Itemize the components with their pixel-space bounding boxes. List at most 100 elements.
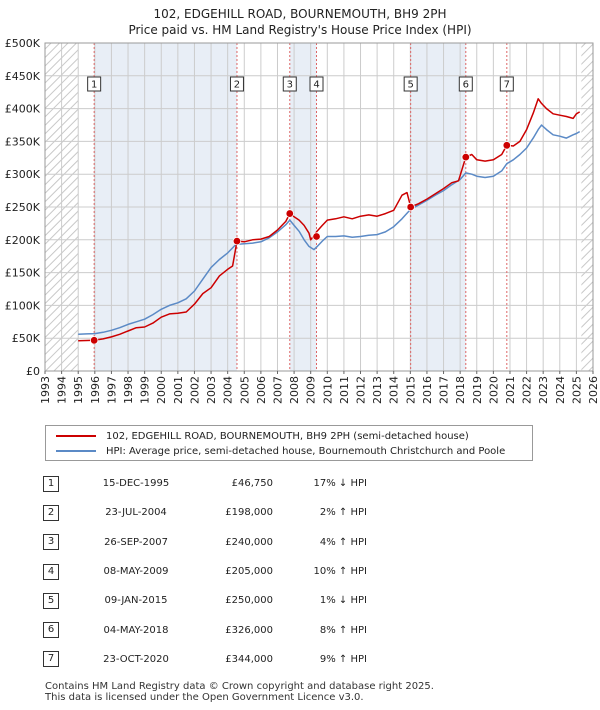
y-tick-label: £50K xyxy=(12,332,41,345)
sale-price: £198,000 xyxy=(225,507,273,519)
y-tick-label: £300K xyxy=(5,168,41,181)
sale-price-cell: £205,000 xyxy=(191,557,273,586)
sale-box-label-3: 3 xyxy=(287,80,293,91)
sale-number: 1 xyxy=(43,475,59,492)
sale-box-label-4: 4 xyxy=(313,80,319,91)
sale-hpi-diff: 1% ↓ HPI xyxy=(319,595,367,607)
y-tick-label: £350K xyxy=(5,135,41,148)
y-tick-label: £250K xyxy=(5,201,41,214)
sale-date-cell: 04-MAY-2018 xyxy=(81,615,191,644)
sale-hpi-diff: 2% ↑ HPI xyxy=(319,507,367,519)
sale-hpi-diff-cell: 17% ↓ HPI xyxy=(273,469,367,498)
plot-frame xyxy=(44,42,594,372)
x-tick-label: 2025 xyxy=(570,376,583,404)
sale-price: £344,000 xyxy=(225,653,273,665)
x-tick-label: 2015 xyxy=(404,376,417,404)
y-tick-label: £100K xyxy=(5,299,41,312)
sale-price: £46,750 xyxy=(231,478,273,490)
sale-hpi-diff-cell: 8% ↑ HPI xyxy=(273,615,367,644)
legend-item-property: 102, EDGEHILL ROAD, BOURNEMOUTH, BH9 2PH… xyxy=(56,429,469,443)
sale-point-5 xyxy=(406,202,415,212)
title-line-2: Price paid vs. HM Land Registry's House … xyxy=(128,23,472,37)
y-tick-label: £400K xyxy=(5,103,41,116)
sale-date-cell: 23-JUL-2004 xyxy=(81,498,191,527)
sale-date: 04-MAY-2018 xyxy=(103,624,169,636)
sale-hpi-diff-cell: 4% ↑ HPI xyxy=(273,528,367,557)
sale-date-cell: 15-DEC-1995 xyxy=(81,469,191,498)
sale-row-3: 3 26-SEP-2007 £240,000 4% ↑ HPI xyxy=(43,528,367,557)
sale-box-label-6: 6 xyxy=(463,80,469,91)
sale-date: 23-JUL-2004 xyxy=(105,507,167,519)
sale-price-cell: £198,000 xyxy=(191,498,273,527)
sale-row-6: 6 04-MAY-2018 £326,000 8% ↑ HPI xyxy=(43,615,367,644)
sale-box-label-5: 5 xyxy=(407,80,413,91)
x-tick-label: 2019 xyxy=(471,376,484,404)
x-tick-label: 2008 xyxy=(288,376,301,404)
sale-number-cell: 5 xyxy=(43,586,81,615)
sale-price: £205,000 xyxy=(225,566,273,578)
hpi-line xyxy=(78,124,581,336)
sale-price: £326,000 xyxy=(225,624,273,636)
sale-hpi-diff: 8% ↑ HPI xyxy=(319,624,367,636)
x-tick-label: 2011 xyxy=(338,376,351,404)
chart-title: 102, EDGEHILL ROAD, BOURNEMOUTH, BH9 2PH… xyxy=(0,6,600,38)
sale-box-4 xyxy=(309,76,324,92)
sale-date: 09-JAN-2015 xyxy=(104,595,168,607)
sale-hpi-diff: 4% ↑ HPI xyxy=(319,536,367,548)
sale-number-cell: 7 xyxy=(43,645,81,674)
sale-hpi-diff-cell: 10% ↑ HPI xyxy=(273,557,367,586)
y-tick-label: £500K xyxy=(5,37,41,50)
sale-number-cell: 1 xyxy=(43,469,81,498)
sale-number-cell: 2 xyxy=(43,498,81,527)
sale-date-cell: 23-OCT-2020 xyxy=(81,645,191,674)
legend-item-hpi: HPI: Average price, semi-detached house,… xyxy=(56,444,505,458)
x-tick-label: 2026 xyxy=(587,376,600,404)
footer: Contains HM Land Registry data © Crown c… xyxy=(45,681,434,703)
sale-date-cell: 08-MAY-2009 xyxy=(81,557,191,586)
sale-price-cell: £240,000 xyxy=(191,528,273,557)
x-tick-label: 1999 xyxy=(139,376,152,404)
legend-label-property: 102, EDGEHILL ROAD, BOURNEMOUTH, BH9 2PH… xyxy=(106,430,469,442)
sale-box-6 xyxy=(458,76,473,92)
legend-label-hpi: HPI: Average price, semi-detached house,… xyxy=(106,445,506,457)
y-tick-label: £200K xyxy=(5,234,41,247)
sale-row-1: 1 15-DEC-1995 £46,750 17% ↓ HPI xyxy=(43,469,367,498)
x-tick-label: 1994 xyxy=(56,376,69,404)
x-tick-label: 2005 xyxy=(238,376,251,404)
x-tick-label: 2013 xyxy=(371,376,384,404)
x-tick-label: 2009 xyxy=(305,376,318,404)
sale-date-cell: 09-JAN-2015 xyxy=(81,586,191,615)
x-tick-label: 1997 xyxy=(105,376,118,404)
sale-number-cell: 3 xyxy=(43,528,81,557)
x-tick-label: 2020 xyxy=(487,376,500,404)
x-tick-label: 1993 xyxy=(39,376,52,404)
sales-table: 1 15-DEC-1995 £46,750 17% ↓ HPI 2 23-JUL-2004… xyxy=(43,469,367,674)
x-tick-label: 2016 xyxy=(421,376,434,404)
sale-box-1 xyxy=(87,76,102,92)
sale-row-7: 7 23-OCT-2020 £344,000 9% ↑ HPI xyxy=(43,645,367,674)
sale-row-4: 4 08-MAY-2009 £205,000 10% ↑ HPI xyxy=(43,557,367,586)
sale-number-cell: 4 xyxy=(43,557,81,586)
sale-point-3 xyxy=(285,209,294,218)
sale-hpi-diff-cell: 2% ↑ HPI xyxy=(273,498,367,527)
sale-price: £250,000 xyxy=(225,595,273,607)
sale-price-cell: £250,000 xyxy=(191,586,273,615)
x-tick-label: 2017 xyxy=(438,376,451,404)
sale-date: 26-SEP-2007 xyxy=(104,536,168,548)
sale-number: 5 xyxy=(43,592,59,609)
x-tick-label: 1995 xyxy=(72,376,85,404)
x-tick-label: 1996 xyxy=(89,376,102,404)
sale-hpi-diff: 10% ↑ HPI xyxy=(313,566,367,578)
footer-line-1: Contains HM Land Registry data © Crown c… xyxy=(45,681,434,692)
sale-date-cell: 26-SEP-2007 xyxy=(81,528,191,557)
x-tick-label: 2003 xyxy=(205,376,218,404)
title-line-1: 102, EDGEHILL ROAD, BOURNEMOUTH, BH9 2PH xyxy=(153,7,447,21)
x-tick-label: 2002 xyxy=(188,376,201,404)
x-tick-label: 2024 xyxy=(554,376,567,404)
x-tick-label: 2000 xyxy=(155,376,168,404)
x-tick-label: 2004 xyxy=(222,376,235,404)
y-tick-label: £450K xyxy=(5,70,41,83)
sale-box-label-7: 7 xyxy=(504,80,510,91)
sale-number: 3 xyxy=(43,534,59,551)
x-tick-label: 2010 xyxy=(321,376,334,404)
